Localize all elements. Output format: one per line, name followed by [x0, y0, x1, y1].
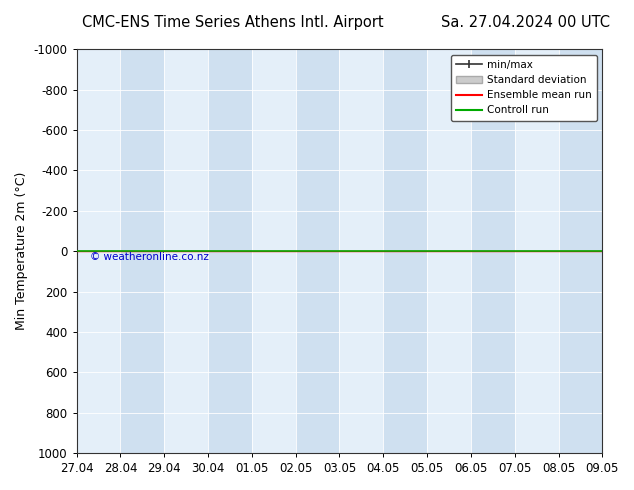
Bar	[77, 49, 120, 453]
Bar	[252, 49, 295, 453]
Text: CMC-ENS Time Series Athens Intl. Airport: CMC-ENS Time Series Athens Intl. Airport	[82, 15, 384, 30]
Legend: min/max, Standard deviation, Ensemble mean run, Controll run: min/max, Standard deviation, Ensemble me…	[451, 54, 597, 121]
Text: © weatheronline.co.nz: © weatheronline.co.nz	[90, 252, 209, 262]
Bar	[427, 49, 471, 453]
Bar	[339, 49, 384, 453]
Text: Sa. 27.04.2024 00 UTC: Sa. 27.04.2024 00 UTC	[441, 15, 610, 30]
Bar	[515, 49, 559, 453]
Y-axis label: Min Temperature 2m (°C): Min Temperature 2m (°C)	[15, 172, 28, 330]
Bar	[164, 49, 208, 453]
